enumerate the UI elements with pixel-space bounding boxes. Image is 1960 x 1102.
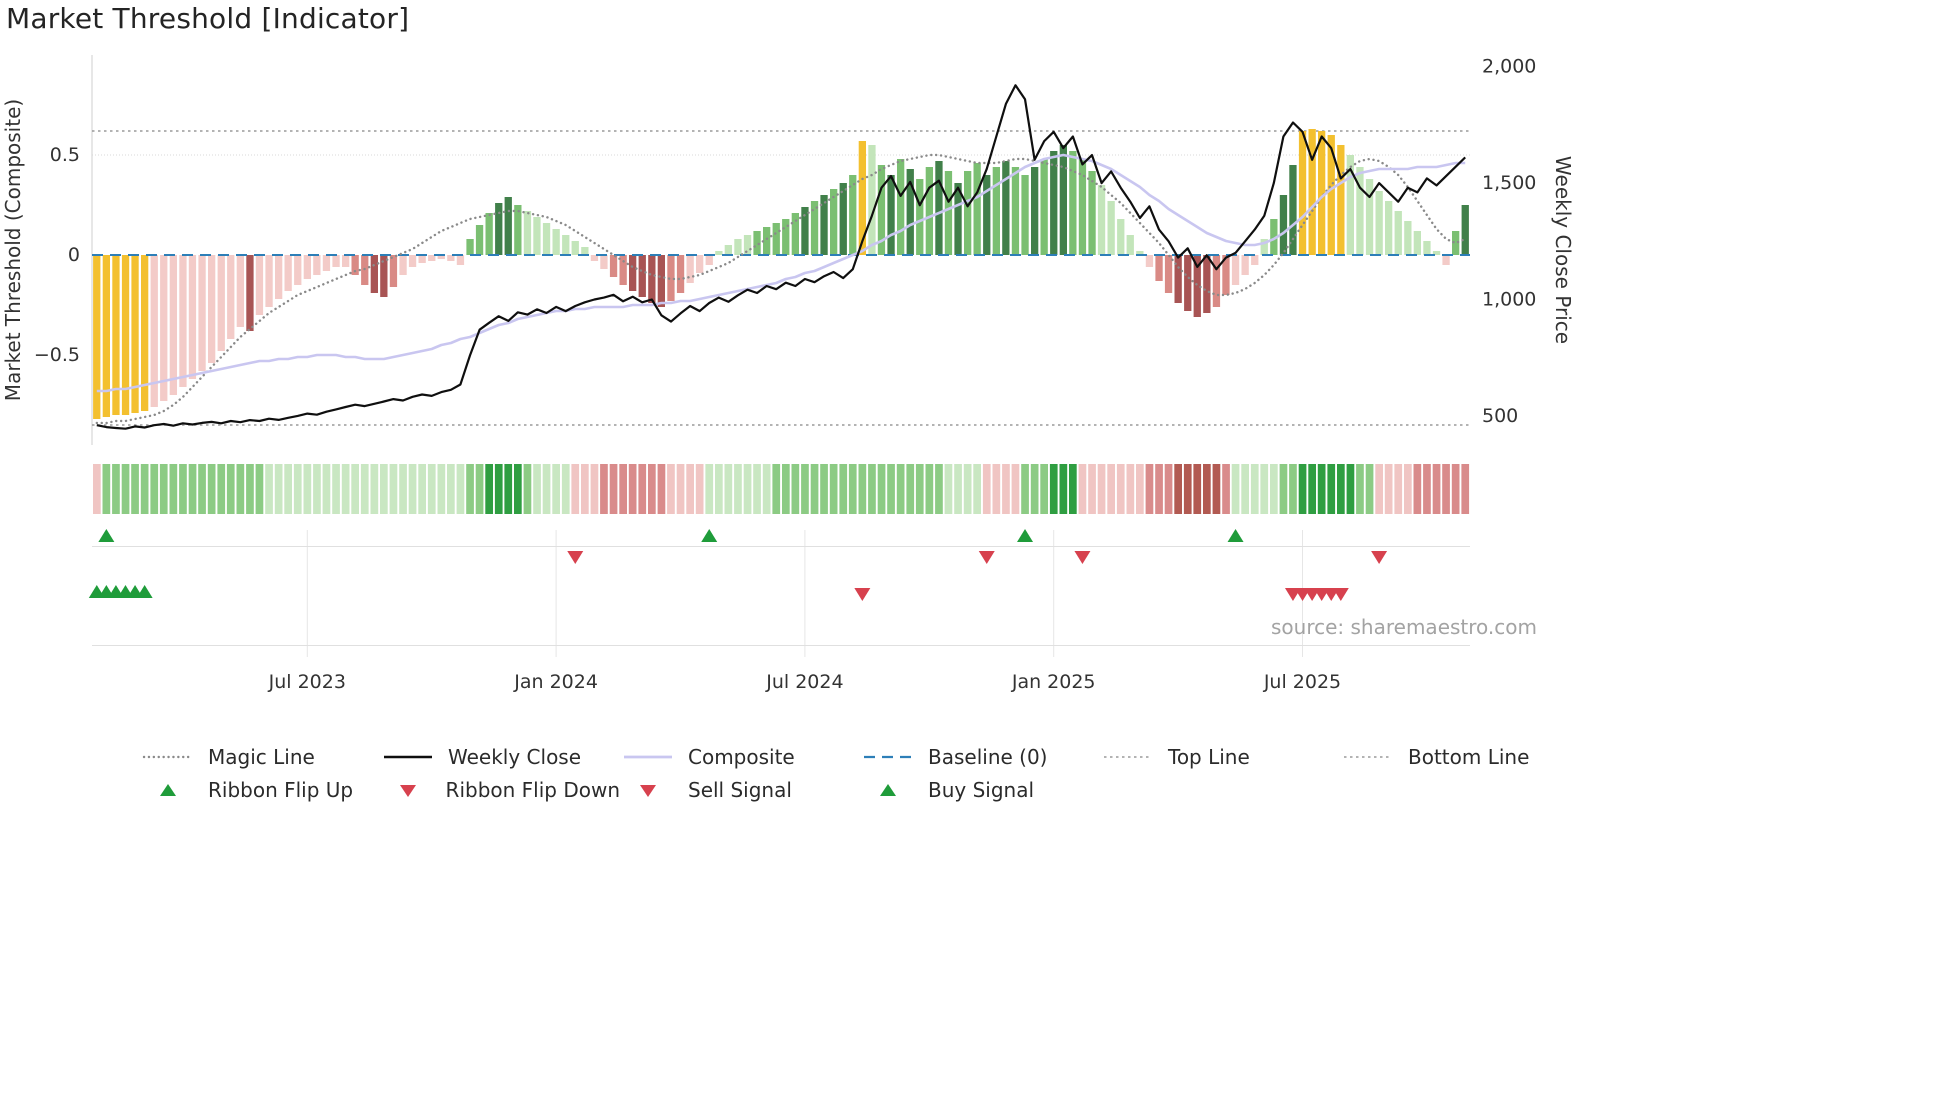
- ribbon-flip-up-markers: [98, 529, 1244, 542]
- svg-text:Weekly Close Price: Weekly Close Price: [1551, 156, 1575, 344]
- legend-item-magic-line: Magic Line: [140, 745, 380, 769]
- legend-row-2: Ribbon Flip Up Ribbon Flip Down Sell Signa…: [140, 773, 1590, 806]
- legend-item-sell-signal: Sell Signal: [620, 778, 860, 802]
- legend-row-1: Magic Line Weekly Close Composite Baseline …: [140, 740, 1590, 773]
- sell-signal-markers: [854, 588, 1349, 601]
- svg-text:0.5: 0.5: [50, 144, 80, 166]
- legend-item-baseline: Baseline (0): [860, 745, 1100, 769]
- magic-line-swatch-icon: [142, 755, 194, 758]
- legend-item-composite: Composite: [620, 745, 860, 769]
- right-axis-label: Weekly Close Price: [1551, 156, 1575, 344]
- composite-swatch-icon: [624, 755, 672, 758]
- source-text: source: sharemaestro.com: [1271, 615, 1537, 639]
- legend-label-baseline: Baseline (0): [928, 744, 1048, 769]
- page-title: Market Threshold [Indicator]: [6, 2, 410, 35]
- reference-lines: [91, 55, 1470, 445]
- legend-item-bottom-line: Bottom Line: [1340, 745, 1580, 769]
- weekly-close-line: [96, 84, 1466, 430]
- legend-label-buy-signal: Buy Signal: [928, 777, 1035, 802]
- legend-label-weekly-close: Weekly Close: [448, 744, 582, 769]
- composite-line: [96, 153, 1466, 393]
- svg-text:Jan 2025: Jan 2025: [1011, 671, 1096, 693]
- svg-text:1,500: 1,500: [1482, 172, 1536, 194]
- right-axis-ticks: 2,000 1,500 1,000 500: [1482, 56, 1536, 427]
- legend-item-buy-signal: Buy Signal: [860, 778, 1100, 802]
- svg-text:source: sharemaestro.com: source: sharemaestro.com: [1271, 615, 1537, 639]
- ribbon-flip-down-markers: [567, 551, 1388, 564]
- svg-text:Jul 2025: Jul 2025: [1263, 671, 1341, 693]
- baseline-swatch-icon: [864, 755, 912, 758]
- legend-label-top-line: Top Line: [1168, 744, 1250, 769]
- buy-signal-swatch-icon: [880, 783, 896, 796]
- threshold-bars: [93, 129, 1469, 419]
- legend-label-bottom-line: Bottom Line: [1408, 744, 1530, 769]
- left-axis-ticks: 0.5 0 −0.5: [34, 144, 80, 366]
- svg-text:Jul 2023: Jul 2023: [268, 671, 346, 693]
- legend-label-ribbon-flip-down: Ribbon Flip Down: [445, 777, 620, 802]
- sell-signal-swatch-icon: [640, 784, 656, 797]
- legend-label-magic-line: Magic Line: [208, 744, 315, 769]
- svg-text:1,000: 1,000: [1482, 289, 1536, 311]
- legend-item-top-line: Top Line: [1100, 745, 1340, 769]
- left-axis-label: Market Threshold (Composite): [1, 99, 25, 401]
- top-line-swatch-icon: [1104, 755, 1152, 758]
- legend-item-ribbon-flip-up: Ribbon Flip Up: [140, 778, 380, 802]
- ribbon-flip-down-swatch-icon: [400, 784, 416, 797]
- x-axis-ticks: Jul 2023 Jan 2024 Jul 2024 Jan 2025 Jul 2025: [268, 671, 1342, 693]
- svg-text:Jan 2024: Jan 2024: [513, 671, 598, 693]
- svg-text:500: 500: [1482, 405, 1518, 427]
- legend-label-ribbon-flip-up: Ribbon Flip Up: [208, 777, 354, 802]
- svg-text:Market Threshold (Composite): Market Threshold (Composite): [1, 99, 25, 401]
- weekly-close-swatch-icon: [384, 755, 432, 758]
- svg-text:Jul 2024: Jul 2024: [765, 671, 843, 693]
- legend-label-sell-signal: Sell Signal: [688, 777, 792, 802]
- legend-item-weekly-close: Weekly Close: [380, 745, 620, 769]
- svg-text:2,000: 2,000: [1482, 56, 1536, 78]
- ribbon-flip-up-swatch-icon: [160, 783, 176, 796]
- svg-text:−0.5: −0.5: [34, 344, 80, 366]
- market-threshold-chart: 0.5 0 −0.5 2,000 1,500 1,000 500 Jul 2023 Jan 20…: [1, 55, 1575, 693]
- svg-text:0: 0: [68, 244, 80, 266]
- chart-legend: Magic Line Weekly Close Composite Baseline …: [140, 740, 1590, 806]
- legend-label-composite: Composite: [688, 744, 795, 769]
- bottom-line-swatch-icon: [1344, 755, 1392, 758]
- signal-panel-grid: [92, 530, 1470, 657]
- ribbon-strip: [93, 464, 1470, 514]
- magic-line: [95, 153, 1467, 425]
- buy-signal-markers: [88, 585, 153, 598]
- legend-item-ribbon-flip-down: Ribbon Flip Down: [380, 778, 620, 802]
